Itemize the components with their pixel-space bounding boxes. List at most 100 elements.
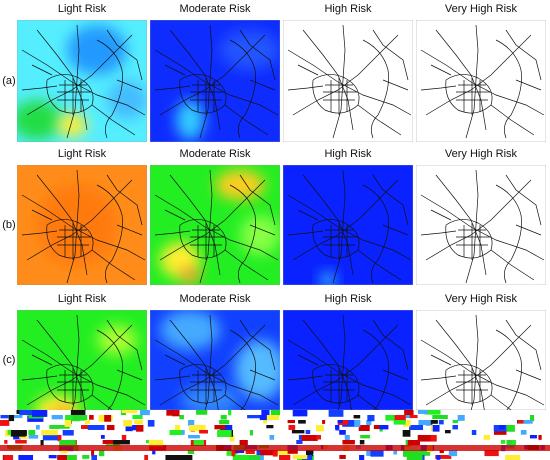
strip-noise	[506, 440, 513, 447]
strip-noise	[409, 425, 424, 431]
strip-noise	[266, 415, 280, 421]
map-body	[150, 165, 280, 285]
strip-noise	[64, 420, 72, 427]
strip-noise	[10, 430, 26, 437]
strip-noise	[188, 435, 200, 439]
risk-zone	[55, 408, 69, 410]
strip-noise	[354, 420, 361, 427]
strip-noise	[19, 435, 28, 439]
strip-noise	[165, 455, 181, 460]
strip-noise	[435, 455, 452, 459]
strip-band	[0, 445, 550, 451]
panel-title: Very High Risk	[445, 293, 518, 305]
strip-noise	[409, 415, 418, 419]
strip-noise	[144, 455, 149, 460]
strip-noise	[275, 450, 290, 455]
strip-noise	[91, 450, 95, 457]
strip-noise	[59, 440, 76, 447]
panel-title: High Risk	[324, 3, 372, 15]
strip-noise	[179, 455, 193, 460]
strip-noise	[287, 450, 298, 454]
strip-noise	[179, 415, 184, 420]
strip-noise	[305, 450, 314, 457]
strip-noise	[18, 455, 34, 460]
strip-noise	[407, 440, 420, 446]
strip-noise	[100, 435, 105, 439]
strip-noise	[65, 415, 80, 422]
strip-noise	[500, 440, 506, 444]
risk-zone	[17, 100, 62, 140]
strip-noise	[291, 430, 305, 434]
risk-zone	[180, 385, 240, 410]
strip-noise	[272, 450, 278, 457]
strip-noise	[301, 435, 318, 441]
map-panel: Moderate Risk	[150, 293, 280, 410]
strip-noise	[366, 420, 372, 426]
panel-title: Moderate Risk	[180, 293, 251, 305]
strip-noise	[169, 430, 182, 436]
strip-noise	[249, 430, 253, 436]
strip-noise	[506, 425, 515, 432]
map-body	[416, 310, 546, 410]
map-panel: High Risk	[283, 293, 413, 410]
strip-noise	[57, 435, 62, 442]
strip-noise	[134, 420, 143, 425]
strip-noise	[452, 425, 458, 430]
panel-title: Moderate Risk	[180, 3, 251, 15]
strip-noise	[360, 435, 371, 439]
strip-noise	[121, 410, 138, 414]
panel-title: Very High Risk	[445, 148, 518, 160]
strip-noise	[220, 425, 233, 432]
strip-noise	[339, 430, 346, 435]
strip-noise	[62, 430, 74, 436]
strip-noise	[31, 410, 48, 417]
risk-zone	[180, 267, 200, 283]
map-background	[283, 20, 413, 142]
strip-noise	[217, 430, 232, 437]
map-panel: Very High Risk	[416, 148, 546, 285]
strip-noise	[288, 425, 296, 430]
strip-noise	[266, 425, 274, 429]
strip-noise	[457, 415, 465, 421]
map-panel: Light Risk	[17, 148, 147, 285]
strip-noise	[7, 430, 12, 435]
panel-grid: (a) Light Risk Moderate Risk High Risk Very …	[2, 3, 546, 410]
panel-title: Light Risk	[58, 148, 107, 160]
panel-title: Light Risk	[58, 3, 107, 15]
strip-noise	[452, 420, 459, 424]
strip-noise	[121, 435, 127, 442]
strip-noise	[471, 430, 477, 435]
strip-noise	[394, 415, 406, 422]
strip-noise	[511, 440, 517, 446]
strip-noise	[70, 410, 79, 416]
panel-title: Light Risk	[58, 293, 107, 305]
strip-noise	[328, 410, 344, 417]
strip-noise	[102, 440, 120, 444]
risk-zone	[160, 310, 220, 350]
strip-noise	[523, 420, 533, 424]
map-body	[150, 20, 280, 142]
strip-noise	[147, 420, 155, 427]
map-panel: High Risk	[283, 3, 413, 142]
panel-title: High Risk	[324, 293, 372, 305]
strip-noise	[60, 450, 68, 454]
risk-zone	[320, 272, 336, 285]
strip-noise	[444, 430, 451, 434]
strip-noise	[196, 410, 208, 415]
map-body	[17, 310, 147, 410]
strip-noise	[385, 415, 399, 421]
map-panel: Moderate Risk	[150, 148, 280, 285]
strip-noise	[287, 420, 296, 424]
strip-noise	[538, 435, 542, 440]
map-body	[283, 165, 413, 285]
map-body	[283, 20, 413, 142]
strip-noise	[104, 415, 112, 422]
strip-noise	[188, 420, 195, 426]
strip-noise	[292, 410, 308, 417]
strip-noise	[8, 415, 23, 419]
strip-noise	[339, 455, 346, 459]
strip-noise	[432, 415, 448, 420]
strip-noise	[228, 410, 232, 416]
strip-noise	[125, 425, 133, 432]
noise-strip	[0, 410, 550, 460]
